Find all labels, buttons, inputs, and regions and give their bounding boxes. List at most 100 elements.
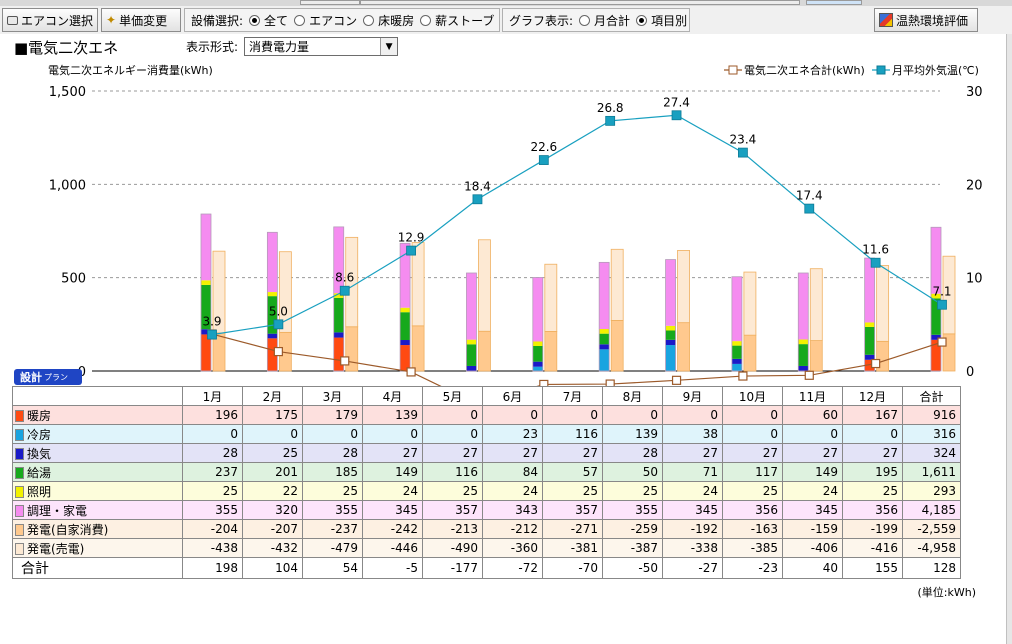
table-cell: 320	[242, 500, 303, 520]
table-cell: 116	[542, 424, 603, 444]
bar-segment	[864, 359, 875, 371]
table-cell: 28	[182, 443, 243, 463]
table-cell: -199	[842, 519, 903, 539]
bar-segment	[532, 341, 543, 346]
row-label: 発電(自家消費)	[12, 519, 183, 539]
bar-segment	[532, 277, 543, 342]
row-label-text: 給湯	[27, 465, 52, 480]
graph-radio-1[interactable]: 月合計	[579, 12, 630, 29]
bar-segment	[532, 345, 543, 362]
equip-radio-3[interactable]: 床暖房	[363, 12, 414, 29]
temperature-marker	[207, 329, 217, 340]
bar-segment	[731, 363, 742, 371]
table-cell: 28	[602, 443, 663, 463]
bar-segment	[798, 273, 809, 340]
generation-bar-segment	[478, 239, 491, 332]
column-header: 合計	[902, 386, 961, 406]
display-format-value: 消費電力量	[249, 40, 310, 54]
table-cell: -207	[242, 519, 303, 539]
total-marker	[738, 371, 748, 381]
table-cell: 22	[242, 481, 303, 501]
temperature-marker	[870, 257, 881, 268]
hidden-tab[interactable]	[300, 0, 360, 5]
price-change-label: 単価変更	[119, 13, 168, 28]
equip-radio-1[interactable]: 全て	[249, 12, 288, 29]
column-header: 6月	[482, 386, 543, 406]
panel-title: ■電気二次エネ	[14, 39, 119, 57]
equip-radio-2[interactable]: エアコン	[294, 12, 357, 29]
bar-segment	[532, 361, 543, 367]
table-cell: 0	[362, 424, 423, 444]
badge-main: 設計	[20, 371, 42, 384]
table-cell: 196	[182, 405, 243, 425]
temperature-marker	[738, 147, 748, 158]
table-cell: 149	[362, 462, 423, 482]
temperature-data-label: 3.9	[202, 315, 221, 329]
chevron-down-icon[interactable]: ▼	[380, 38, 398, 55]
hidden-tab[interactable]	[360, 0, 800, 5]
table-cell: 25	[302, 481, 363, 501]
total-cell: -72	[482, 557, 543, 579]
table-cell: 357	[542, 500, 603, 520]
table-cell: 237	[182, 462, 243, 482]
table-cell: 185	[302, 462, 363, 482]
generation-bar-segment	[610, 320, 624, 372]
temperature-data-label: 18.4	[464, 179, 491, 193]
display-format-label: 表示形式:	[186, 40, 239, 54]
legend-marker	[876, 65, 886, 75]
table-cell: 27	[542, 443, 603, 463]
table-cell: 0	[722, 424, 783, 444]
bar-segment	[665, 345, 676, 371]
table-cell: 345	[362, 500, 423, 520]
thermal-chart-icon	[879, 13, 893, 27]
bar-segment	[599, 262, 610, 329]
hidden-tab-active[interactable]	[806, 0, 862, 5]
display-format-select[interactable]: 消費電力量 ▼	[244, 37, 399, 56]
aircon-select-button[interactable]: エアコン選択	[2, 8, 98, 32]
unit-note: (単位:kWh)	[917, 586, 976, 599]
table-cell: 23	[482, 424, 543, 444]
badge-sub: プラン	[44, 372, 68, 382]
table-cell: -406	[782, 538, 843, 558]
table-cell: -163	[722, 519, 783, 539]
table-row: 暖房 196 175 179 139 0 0 0 0 0 0 60 167 916	[12, 405, 961, 425]
table-cell: 916	[902, 405, 961, 425]
table-cell: 343	[482, 500, 543, 520]
vertical-scrollbar[interactable]	[1006, 34, 1012, 644]
bar-segment	[201, 284, 211, 330]
generation-bar-segment	[677, 250, 690, 324]
table-cell: 24	[482, 481, 543, 501]
table-cell: -387	[602, 538, 663, 558]
bar-segment	[864, 322, 875, 327]
generation-bar-segment	[942, 255, 956, 335]
table-cell: -237	[302, 519, 363, 539]
thermal-evaluation-button[interactable]: 温熱環境評価	[874, 8, 978, 32]
bar-segment	[400, 340, 411, 346]
temperature-line	[211, 114, 943, 336]
bar-segment	[466, 339, 477, 345]
graph-radio-2[interactable]: 項目別	[636, 12, 687, 29]
bar-outline	[797, 272, 809, 372]
column-header: 11月	[782, 386, 843, 406]
table-cell: 25	[842, 481, 903, 501]
table-cell: 117	[722, 462, 783, 482]
bar-segment	[798, 339, 809, 345]
bar-segment	[532, 366, 543, 371]
total-cell: 155	[842, 557, 903, 579]
price-change-button[interactable]: ✦ 単価変更	[101, 8, 181, 32]
bar-outline	[731, 276, 743, 372]
equip-radio-4[interactable]: 薪ストーブ	[420, 12, 494, 29]
bar-segment	[931, 339, 941, 371]
bar-segment	[400, 345, 411, 371]
total-marker	[605, 379, 615, 388]
table-cell: 355	[182, 500, 243, 520]
table-cell: 0	[422, 424, 483, 444]
bar-segment	[599, 349, 610, 371]
bar-segment	[931, 227, 941, 294]
temperature-marker	[937, 299, 947, 310]
total-cell: 104	[242, 557, 303, 579]
table-cell: 27	[662, 443, 723, 463]
column-header: 8月	[602, 386, 663, 406]
row-label-text: 発電(自家消費)	[27, 522, 109, 537]
bar-outline	[266, 231, 278, 372]
